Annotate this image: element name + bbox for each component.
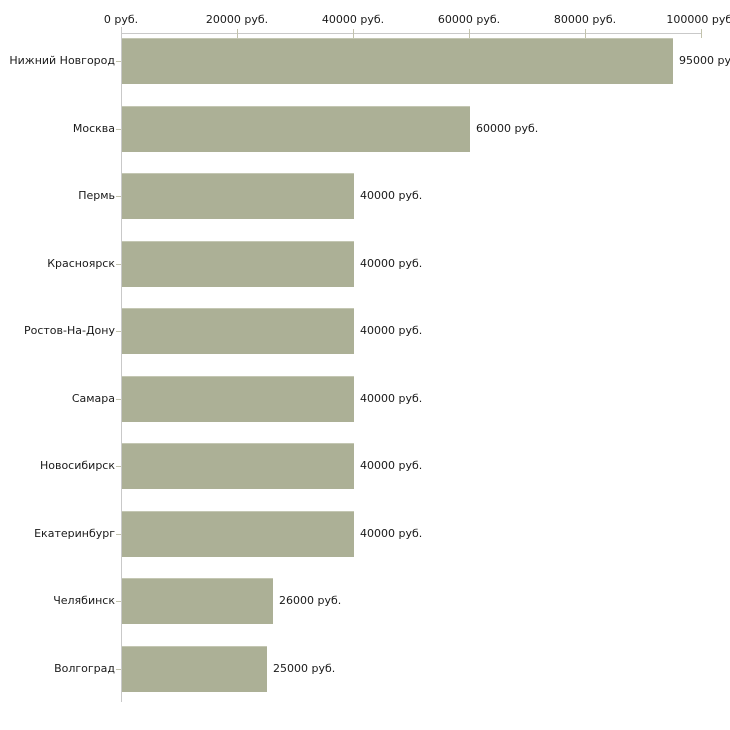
value-label: 40000 руб.	[360, 324, 423, 337]
bar	[122, 38, 673, 84]
value-label: 40000 руб.	[360, 189, 423, 202]
category-label: Челябинск	[53, 594, 115, 607]
category-label: Нижний Новгород	[9, 54, 115, 67]
x-axis-tick-label: 0 руб.	[103, 13, 139, 26]
x-axis-tick	[585, 29, 586, 38]
value-label: 40000 руб.	[360, 459, 423, 472]
value-label: 60000 руб.	[476, 122, 539, 135]
y-axis-tick	[116, 264, 121, 265]
bar	[122, 308, 354, 354]
value-label: 40000 руб.	[360, 257, 423, 270]
y-axis-tick	[116, 61, 121, 62]
category-label: Новосибирск	[39, 459, 115, 472]
value-label: 40000 руб.	[360, 392, 423, 405]
x-axis-tick	[353, 29, 354, 38]
bar	[122, 578, 273, 624]
bar	[122, 173, 354, 219]
bar	[122, 376, 354, 422]
y-axis-tick	[116, 466, 121, 467]
x-axis-tick	[701, 29, 702, 38]
value-label: 95000 руб.	[679, 54, 730, 67]
bar	[122, 511, 354, 557]
y-axis-tick	[116, 669, 121, 670]
category-label: Ростов-На-Дону	[23, 324, 115, 337]
x-axis-tick-label: 80000 руб.	[553, 13, 617, 26]
category-label: Пермь	[78, 189, 115, 202]
bar	[122, 443, 354, 489]
y-axis-line	[121, 27, 122, 702]
y-axis-tick	[116, 534, 121, 535]
x-axis-line	[121, 33, 702, 34]
category-label: Волгоград	[54, 662, 115, 675]
category-label: Екатеринбург	[34, 527, 115, 540]
category-label: Самара	[71, 392, 115, 405]
y-axis-tick	[116, 129, 121, 130]
value-label: 26000 руб.	[279, 594, 342, 607]
y-axis-tick	[116, 196, 121, 197]
bar	[122, 241, 354, 287]
y-axis-tick	[116, 601, 121, 602]
y-axis-tick	[116, 399, 121, 400]
x-axis-tick-label: 40000 руб.	[321, 13, 385, 26]
x-axis-tick-label: 20000 руб.	[205, 13, 269, 26]
x-axis-tick	[469, 29, 470, 38]
bar	[122, 646, 267, 692]
x-axis-tick	[237, 29, 238, 38]
x-axis-tick-label: 60000 руб.	[437, 13, 501, 26]
category-label: Красноярск	[47, 257, 115, 270]
value-label: 40000 руб.	[360, 527, 423, 540]
y-axis-tick	[116, 331, 121, 332]
category-label: Москва	[72, 122, 115, 135]
value-label: 25000 руб.	[273, 662, 336, 675]
x-axis-tick-label: 100000 руб.	[666, 13, 730, 26]
bar	[122, 106, 470, 152]
